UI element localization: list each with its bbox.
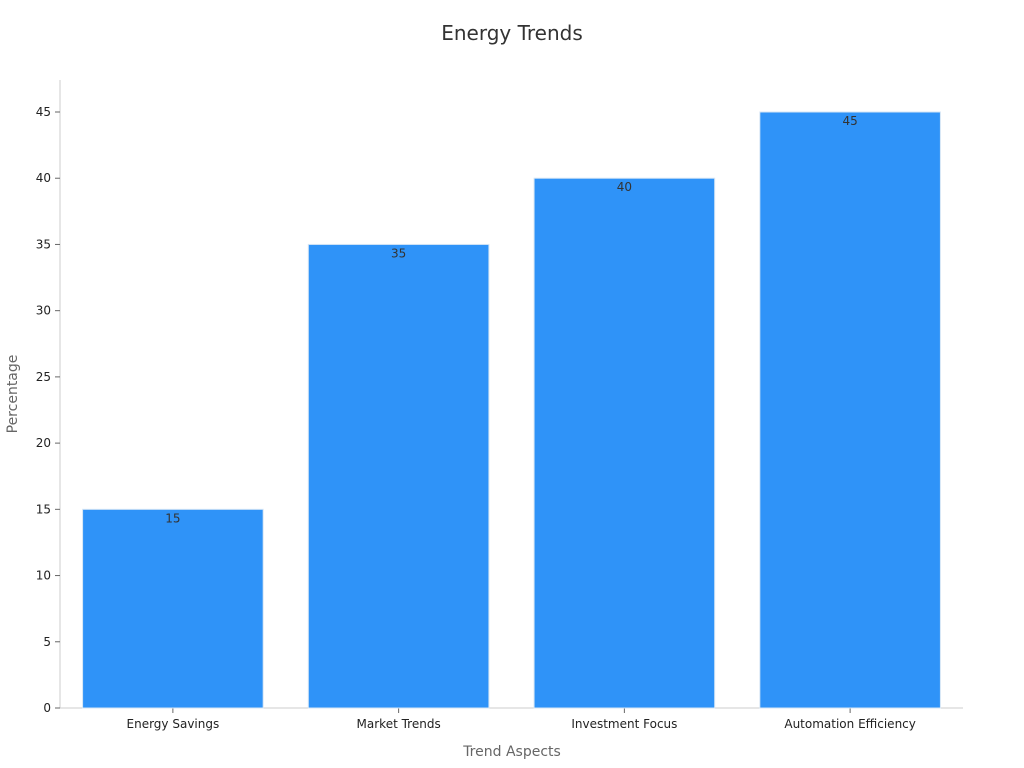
bar [307,243,490,709]
x-axis-label: Trend Aspects [462,744,561,760]
y-tick-label: 35 [36,237,51,251]
x-tick-label: Market Trends [357,717,441,731]
x-axis: Energy Savings Market Trends Investment Fo… [60,707,963,731]
y-axis: 0 5 10 15 20 25 30 35 40 45 [36,80,61,715]
data-labels: 15 35 40 45 [165,114,858,525]
y-ticks: 0 5 10 15 20 25 30 35 40 45 [36,105,60,715]
y-axis-label: Percentage [5,355,21,434]
x-tick-label: Investment Focus [571,717,677,731]
y-tick-label: 15 [36,502,51,516]
chart-title: Energy Trends [441,21,583,45]
y-tick-label: 25 [36,370,51,384]
x-tick-label: Energy Savings [127,717,220,731]
bar [533,177,716,709]
x-ticks: Energy Savings Market Trends Investment Fo… [127,708,916,731]
bar-value-label: 35 [391,246,406,260]
y-tick-label: 40 [36,171,51,185]
bars [82,111,941,709]
y-tick-label: 20 [36,436,51,450]
y-tick-label: 45 [36,105,51,119]
y-tick-label: 0 [43,701,51,715]
bar-value-label: 40 [617,180,632,194]
bar-value-label: 15 [165,511,180,525]
y-tick-label: 30 [36,304,51,318]
y-tick-label: 5 [43,635,51,649]
bar [82,508,264,709]
x-tick-label: Automation Efficiency [784,717,916,731]
bar [759,111,941,709]
bar-value-label: 45 [842,114,857,128]
y-tick-label: 10 [36,569,51,583]
